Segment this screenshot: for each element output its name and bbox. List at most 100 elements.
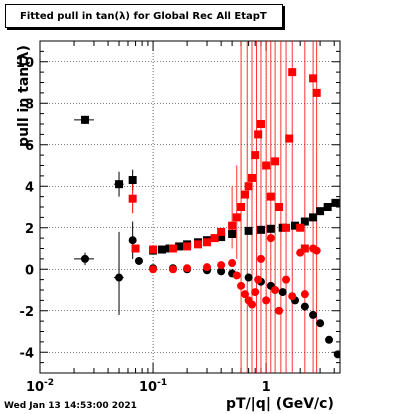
series-0-point-11 [228, 229, 237, 238]
series-0-point-21 [331, 198, 340, 207]
series-2-point-10 [232, 213, 241, 222]
x-axis-label: pT/|q| (GeV/c) [226, 396, 334, 412]
data-layer [74, 41, 340, 373]
series-2-point-15 [251, 151, 260, 160]
series-3-point-4 [217, 261, 226, 270]
series-0-point-13 [256, 225, 265, 234]
series-2-point-1 [131, 244, 140, 253]
x-tick-label-exp-1: -1 [157, 378, 167, 388]
series-3-point-21 [300, 290, 309, 299]
y-tick-label-1: -2 [20, 305, 34, 320]
y-tick-label-6: 8 [25, 97, 34, 112]
series-3-point-15 [266, 234, 275, 243]
series-3-point-16 [271, 286, 280, 294]
chart-title: Fitted pull in tan(λ) for Global Rec All… [20, 11, 267, 22]
x-tick-label-base-0: 10 [26, 380, 44, 395]
series-2-point-5 [194, 240, 203, 249]
series-2-point-13 [244, 182, 253, 191]
y-tick-label-4: 4 [25, 180, 34, 195]
series-3-point-14 [262, 296, 271, 305]
x-tick-label-base-1: 10 [139, 380, 157, 395]
series-3-point-7 [237, 281, 246, 290]
series-3-point-12 [254, 275, 263, 284]
timestamp-label: Wed Jan 13 14:53:00 2021 [4, 401, 137, 411]
series-2-point-7 [210, 234, 219, 243]
series-2-point-8 [217, 227, 226, 236]
y-tick-label-0: -4 [20, 346, 34, 361]
series-3-point-1 [168, 265, 177, 274]
series-1-point-2 [128, 236, 137, 245]
series-0-point-14 [266, 224, 275, 233]
series-2-point-27 [309, 74, 318, 83]
series-3-point-18 [282, 275, 291, 284]
series-2-point-0 [128, 194, 137, 203]
series-0-point-2 [128, 176, 137, 185]
series-1-point-16 [309, 310, 318, 319]
series-3-point-10 [248, 300, 257, 309]
series-2-point-16 [254, 130, 263, 139]
series-2-point-28 [312, 88, 321, 97]
y-tick-label-5: 6 [25, 139, 34, 154]
series-2-point-22 [282, 223, 291, 232]
series-3-point-20 [296, 248, 305, 257]
series-2-point-21 [275, 203, 284, 211]
series-0-point-4 [158, 245, 167, 254]
series-3-point-8 [240, 290, 249, 299]
series-1-point-10 [244, 273, 253, 282]
series-2-point-12 [240, 190, 249, 199]
series-3-point-3 [203, 263, 212, 272]
series-2-point-3 [168, 244, 177, 253]
series-1-point-1 [115, 273, 124, 282]
series-2-point-19 [266, 192, 275, 201]
x-tick-label-0: 10-2 [26, 378, 54, 395]
y-tick-label-2: 0 [25, 263, 34, 278]
series-0-point-17 [300, 217, 309, 226]
series-2-point-17 [256, 120, 265, 128]
series-1-point-3 [134, 256, 143, 265]
series-0-point-12 [244, 226, 253, 235]
series-3-point-19 [288, 292, 297, 301]
series-1-point-18 [325, 335, 334, 344]
series-2-point-14 [248, 173, 257, 182]
series-0-point-20 [323, 203, 332, 211]
series-0-point-10 [217, 233, 226, 242]
series-2-point-18 [262, 161, 271, 170]
series-1-point-15 [300, 302, 309, 311]
y-tick-label-3: 2 [25, 222, 34, 237]
series-2-point-23 [285, 134, 294, 143]
series-1-point-0 [80, 254, 89, 263]
series-2-point-11 [237, 203, 246, 211]
series-3-point-13 [256, 254, 265, 263]
series-1-point-13 [278, 288, 287, 297]
series-3-point-5 [228, 259, 237, 268]
series-1-point-8 [217, 267, 226, 276]
x-tick-label-1: 10-1 [139, 378, 167, 395]
x-tick-label-base-2: 1 [262, 380, 271, 395]
series-2-point-2 [149, 245, 158, 254]
series-3-point-23 [312, 246, 321, 255]
y-axis-label: pull in tan(λ) [16, 45, 32, 147]
x-tick-label-exp-0: -2 [44, 378, 54, 388]
y-tick-label-7: 10 [16, 56, 34, 71]
series-3 [149, 234, 321, 315]
series-2-point-25 [296, 223, 305, 232]
series-3-point-17 [275, 306, 284, 315]
axis-ticks [39, 40, 340, 374]
series-0-point-18 [309, 213, 318, 222]
series-1-point-17 [316, 319, 325, 328]
series-2-point-26 [300, 244, 309, 253]
x-tick-label-2: 1 [262, 380, 271, 395]
series-3-point-6 [232, 271, 241, 280]
plot-frame [39, 40, 341, 374]
series-0-point-1 [115, 180, 124, 189]
series-0-point-16 [291, 221, 300, 230]
series-2-point-20 [271, 157, 280, 166]
series-0-point-0 [80, 115, 89, 124]
series-0-point-6 [175, 242, 184, 251]
series-3-point-0 [149, 265, 158, 274]
series-3-point-2 [183, 264, 192, 273]
title-box: Fitted pull in tan(λ) for Global Rec All… [5, 4, 283, 28]
series-2-point-9 [228, 221, 237, 230]
